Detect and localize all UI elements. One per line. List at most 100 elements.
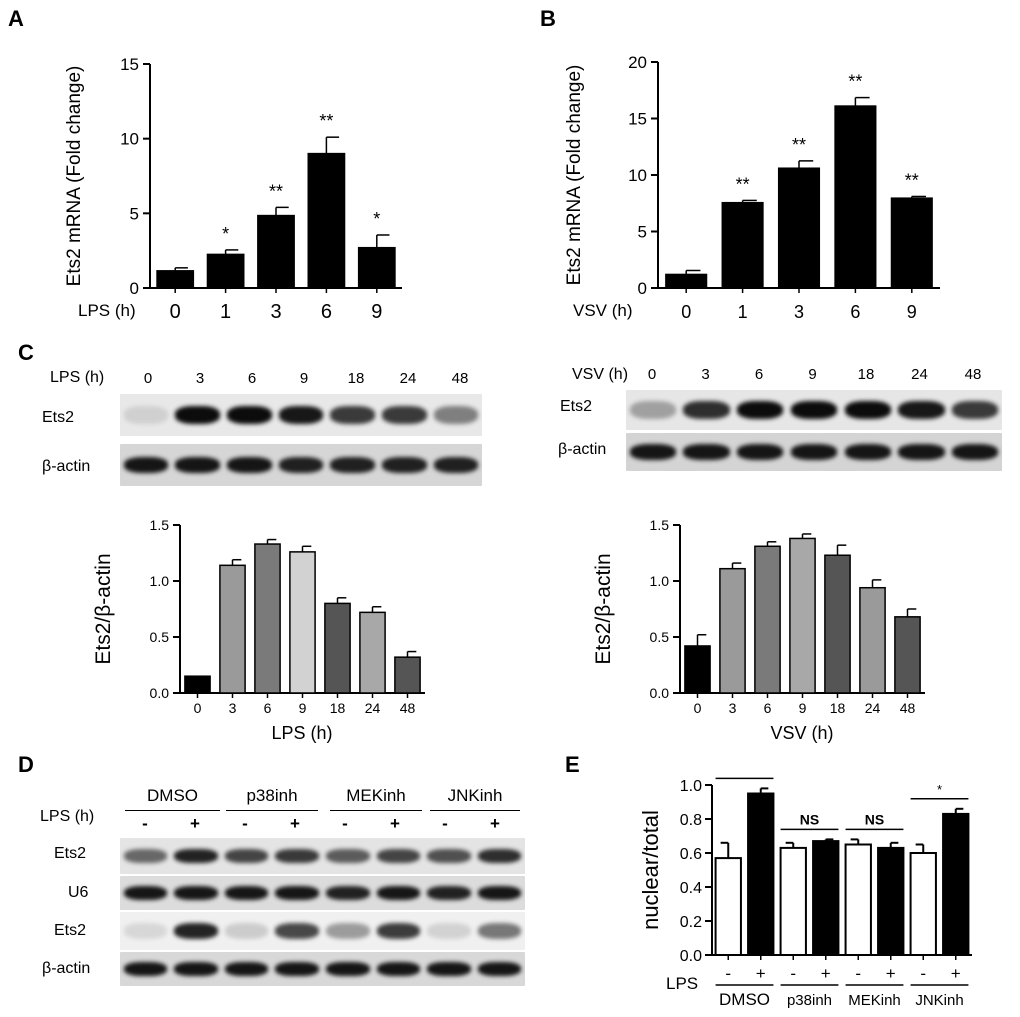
blot-band [898, 401, 945, 419]
blot-band [330, 457, 375, 473]
significance-label: * [937, 782, 942, 797]
blot-strip-ets2 [120, 394, 482, 436]
blot-band [427, 962, 471, 976]
lps-sign: - [725, 964, 731, 983]
blot-band [123, 923, 168, 939]
blot-band [629, 401, 676, 419]
blot-group-label: JNKinh [447, 786, 503, 805]
blot-row-label-u6: U6 [68, 884, 89, 901]
blot-group-underline [330, 810, 422, 811]
blot-band [376, 923, 421, 939]
blot-band [175, 406, 220, 424]
bar [324, 602, 351, 694]
blot-band [224, 923, 269, 939]
lps-sign: + [886, 964, 896, 983]
x-prefix-label: VSV (h) [573, 301, 633, 320]
x-tick-label: 0 [694, 700, 702, 716]
y-tick-label: 15 [120, 55, 139, 74]
blot-lane-label: 3 [195, 370, 205, 387]
blot-group-underline [226, 810, 318, 811]
blot-band [844, 401, 891, 419]
blot-strip-ets2-nuclear [120, 838, 525, 874]
blot-c-vsv-header: VSV (h) [572, 366, 629, 383]
y-axis-label: Ets2/β-actin [592, 553, 615, 664]
chart-b: 0 5 10 15 20 0 ** 1 ** 3 ** 6 ** 9 Ets2 mRNA (Fold cha… [564, 53, 940, 322]
blot-band [174, 849, 218, 863]
blot-band [275, 886, 319, 900]
blot-group-label: MEKinh [346, 786, 406, 805]
significance-label: NS [865, 811, 884, 827]
blot-row-label-actin: β-actin [42, 458, 91, 475]
significance-label: * [373, 209, 380, 229]
blot-band [898, 444, 945, 460]
blot-band [123, 886, 168, 900]
y-tick-label: 1.0 [150, 573, 170, 589]
significance-label: ** [905, 170, 919, 190]
blot-band [629, 444, 676, 460]
panel-letter-e: E [565, 752, 580, 777]
bar [894, 616, 921, 694]
blot-row-label-ets2: Ets2 [54, 845, 87, 862]
blot-lps-sign: - [242, 814, 248, 833]
bar [812, 840, 840, 956]
blot-band [790, 444, 838, 460]
blot-band [427, 849, 471, 863]
chart-e: 0.0 0.2 0.4 0.6 0.8 1.0 - + - + - + - + LPS DMSO p38inh M… [600, 770, 972, 1009]
bar [747, 792, 775, 956]
blot-strip-ets2-total [120, 912, 525, 950]
blot-lps-sign: - [142, 814, 148, 833]
x-prefix-label: LPS (h) [78, 301, 136, 320]
blot-lps-sign: + [490, 814, 500, 833]
x-tick-label: 9 [907, 302, 917, 322]
x-tick-label: 6 [264, 700, 272, 716]
group-label: MEKinh [848, 992, 901, 1009]
blot-band [433, 457, 479, 473]
blot-band [427, 886, 471, 900]
bar [254, 543, 281, 694]
blot-band [278, 406, 324, 424]
blot-group-underline [125, 810, 220, 811]
blot-band [477, 886, 522, 900]
x-prefix-label: LPS [666, 974, 698, 993]
blot-row-label-ets2: Ets2 [54, 922, 87, 939]
significance-label: NS [800, 811, 819, 827]
bar [206, 253, 245, 289]
significance-label: ** [736, 174, 750, 194]
bar [877, 846, 905, 956]
blot-strip-ets2 [626, 390, 1002, 430]
blot-band [275, 923, 319, 939]
blot-lps-sign: + [390, 814, 400, 833]
y-axis-label-line2: nuclear/total [638, 810, 663, 930]
chart-c-lps: 0.0 0.5 1.0 1.5 0 3 6 9 18 24 48 Ets2/β-actin LPS (h… [92, 517, 425, 743]
lps-sign: - [790, 964, 796, 983]
bar [219, 564, 246, 694]
blot-lane-label: 24 [399, 370, 417, 387]
blot-band [174, 923, 218, 939]
x-tick-label: 6 [764, 700, 772, 716]
blot-band [737, 401, 784, 419]
blot-band [477, 923, 522, 939]
y-tick-label: 0 [638, 279, 647, 298]
significance-label: ** [792, 135, 806, 155]
blot-band [326, 886, 370, 900]
blot-row-label-ets2: Ets2 [42, 409, 75, 426]
blot-lane-label: 18 [347, 370, 365, 387]
blot-band [275, 849, 319, 863]
blot-strip-actin [120, 952, 525, 986]
blot-lane-label: 0 [143, 370, 153, 387]
bar [789, 537, 816, 694]
y-tick-label: 0.2 [680, 914, 702, 931]
lps-sign: + [821, 964, 831, 983]
y-tick-label: 1.5 [150, 517, 170, 533]
bar [156, 270, 195, 289]
y-axis-label: Ets2/β-actin [92, 553, 115, 664]
y-tick-label: 10 [628, 166, 647, 185]
lps-sign: + [756, 964, 766, 983]
x-tick-label: 1 [738, 302, 748, 322]
significance-label: ** [269, 181, 283, 201]
blot-lps-sign: - [342, 814, 348, 833]
y-axis-label-line1: Ets2 [600, 818, 605, 862]
blot-lps-sign: - [442, 814, 448, 833]
y-tick-label: 0.5 [150, 629, 170, 645]
blot-band [477, 849, 522, 863]
